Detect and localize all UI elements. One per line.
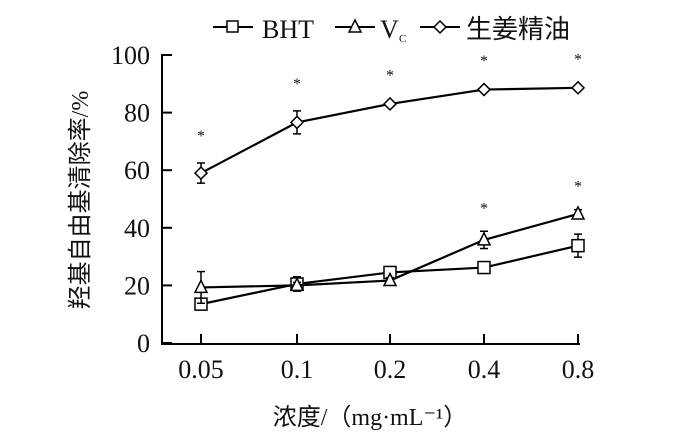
- x-tick-label: 0.1: [281, 355, 314, 384]
- x-axis-label: 浓度/（mg·mL⁻¹）: [273, 404, 468, 431]
- series-1: [193, 205, 586, 305]
- legend-marker-vc: [347, 18, 363, 33]
- series-0: [194, 233, 585, 311]
- y-axis-label: 羟基自由基清除率/%: [67, 91, 94, 310]
- series-2: [193, 80, 586, 184]
- y-tick-label: 60: [124, 156, 150, 185]
- data-point: [570, 80, 586, 95]
- data-point: [289, 115, 305, 130]
- x-tick-label: 0.2: [374, 355, 407, 384]
- x-tick-label: 0.05: [178, 355, 224, 384]
- significance-mark: *: [197, 128, 205, 145]
- significance-mark: *: [386, 68, 394, 85]
- data-point: [289, 276, 305, 292]
- y-tick-label: 80: [124, 99, 150, 128]
- data-point: [477, 260, 491, 275]
- legend-label-vc: V: [380, 15, 399, 44]
- data-point: [570, 205, 586, 220]
- legend-label-ginger: 生姜精油: [466, 15, 570, 44]
- data-point: [193, 278, 209, 294]
- data-point: [193, 166, 209, 181]
- significance-mark: *: [574, 179, 582, 196]
- legend: BHT V C 生姜精油: [213, 15, 570, 45]
- legend-label-bht: BHT: [262, 15, 314, 44]
- data-point: [382, 271, 398, 287]
- data-point: [382, 96, 398, 112]
- legend-marker-bht: [226, 20, 239, 33]
- y-tick-label: 20: [124, 271, 150, 300]
- y-tick-label: 100: [111, 41, 150, 70]
- significance-mark: *: [293, 76, 301, 93]
- significance-mark: *: [480, 53, 488, 70]
- x-tick-label: 0.4: [468, 355, 501, 384]
- data-point: [476, 82, 492, 97]
- y-tick-label: 0: [137, 329, 150, 358]
- legend-label-vc-sub: C: [399, 33, 406, 45]
- data-point: [571, 238, 585, 253]
- y-tick-label: 40: [124, 214, 150, 243]
- significance-mark: *: [480, 200, 488, 217]
- significance-mark: *: [574, 51, 582, 68]
- x-tick-label: 0.8: [562, 355, 595, 384]
- data-point: [476, 231, 492, 246]
- legend-marker-ginger: [432, 19, 448, 35]
